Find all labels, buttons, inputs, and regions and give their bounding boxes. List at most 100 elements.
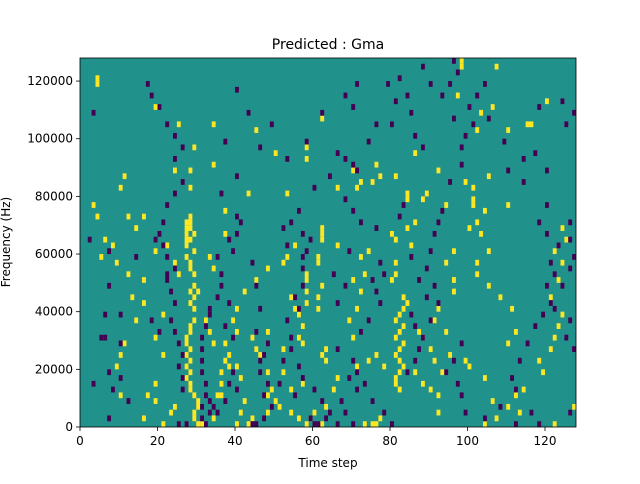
- heatmap-cell-low: [467, 104, 472, 110]
- heatmap-cell-high: [424, 190, 429, 197]
- heatmap-cell-high: [393, 236, 398, 243]
- heatmap-cell-high: [486, 282, 491, 289]
- heatmap-cell-high: [506, 403, 511, 410]
- heatmap-cell-high: [359, 288, 363, 295]
- heatmap-cell-high: [161, 311, 166, 318]
- x-tick-label: 100: [456, 434, 479, 448]
- heatmap-cell-high: [122, 340, 127, 347]
- heatmap-cell-high: [142, 213, 146, 220]
- x-tick-label: 120: [534, 434, 557, 448]
- heatmap-cell-high: [169, 409, 174, 416]
- heatmap-cell-high: [405, 225, 410, 231]
- heatmap-cell-low: [514, 386, 518, 393]
- heatmap-cell-high: [304, 277, 309, 283]
- heatmap-cell-low: [238, 219, 243, 226]
- heatmap-cell-low: [235, 173, 239, 180]
- heatmap-cell-high: [471, 196, 476, 203]
- heatmap-cell-low: [180, 386, 185, 393]
- heatmap-cell-high: [475, 219, 480, 226]
- heatmap-cell-high: [471, 202, 476, 208]
- heatmap-cell-low: [180, 179, 185, 185]
- heatmap-cell-high: [572, 403, 577, 410]
- heatmap-cell-low: [359, 328, 363, 335]
- heatmap-cell-low: [215, 294, 220, 301]
- heatmap-cell-high: [219, 380, 224, 387]
- heatmap-cell-high: [91, 202, 96, 208]
- heatmap-cell-high: [118, 392, 123, 399]
- heatmap-cell-high: [393, 173, 398, 180]
- heatmap-cell-low: [219, 190, 224, 197]
- heatmap-cell-high: [188, 328, 193, 335]
- heatmap-cell-low: [254, 421, 259, 427]
- y-tick-label: 80000: [35, 189, 73, 203]
- heatmap-cell-high: [192, 282, 197, 289]
- heatmap-cell-low: [572, 346, 577, 353]
- heatmap-cell-low: [343, 409, 348, 416]
- heatmap-cell-low: [440, 207, 445, 214]
- heatmap-cell-low: [169, 317, 174, 324]
- heatmap-cell-high: [246, 190, 251, 197]
- heatmap-cell-high: [401, 305, 406, 312]
- y-tick-label: 100000: [27, 132, 73, 146]
- heatmap-cell-low: [432, 282, 437, 289]
- heatmap-cell-high: [436, 409, 441, 416]
- heatmap-cell-high: [211, 340, 216, 347]
- heatmap-cell-high: [452, 248, 456, 255]
- heatmap-cell-low: [300, 282, 305, 289]
- heatmap-cell-low: [231, 334, 236, 341]
- heatmap-cell-low: [173, 156, 177, 162]
- heatmap-cell-high: [219, 369, 224, 376]
- heatmap-cell-low: [149, 317, 154, 324]
- heatmap-cell-high: [153, 380, 158, 387]
- heatmap-cell-high: [452, 288, 456, 295]
- heatmap-cell-low: [165, 254, 170, 260]
- heatmap-cell-high: [370, 179, 375, 185]
- heatmap-cell-low: [297, 363, 301, 370]
- heatmap-cell-high: [359, 254, 363, 260]
- heatmap-cell-high: [436, 167, 441, 174]
- heatmap-cell-high: [560, 225, 565, 231]
- heatmap-cell-high: [506, 340, 511, 347]
- heatmap-cell-low: [200, 334, 205, 341]
- heatmap-cell-high: [142, 277, 146, 283]
- heatmap-cell-low: [200, 415, 205, 422]
- heatmap-cell-low: [180, 144, 185, 151]
- heatmap-cell-high: [95, 81, 100, 87]
- heatmap-cell-low: [339, 398, 344, 404]
- heatmap-cell-low: [401, 202, 406, 208]
- heatmap-cell-low: [328, 173, 332, 180]
- heatmap-cell-low: [483, 81, 487, 87]
- heatmap-cell-high: [479, 230, 484, 237]
- heatmap-cell-high: [223, 207, 228, 214]
- heatmap-cell-high: [320, 115, 325, 122]
- heatmap-cell-high: [444, 259, 449, 266]
- heatmap-cell-high: [548, 294, 553, 301]
- heatmap-cell-high: [145, 392, 150, 399]
- heatmap-cell-low: [161, 219, 166, 226]
- heatmap-cell-low: [235, 213, 239, 220]
- heatmap-cell-low: [455, 380, 460, 387]
- heatmap-cell-high: [401, 323, 406, 329]
- heatmap-cell-low: [483, 415, 487, 422]
- heatmap-cell-low: [548, 300, 553, 306]
- heatmap-cell-high: [494, 63, 499, 70]
- heatmap-cell-low: [165, 277, 170, 283]
- heatmap-cell-low: [572, 254, 577, 260]
- heatmap-cell-high: [428, 386, 433, 393]
- heatmap-cell-low: [103, 311, 108, 318]
- heatmap-cell-high: [397, 346, 402, 353]
- heatmap-cell-high: [130, 294, 135, 301]
- heatmap-cell-low: [378, 300, 383, 306]
- heatmap-cell-low: [374, 225, 379, 231]
- heatmap-cell-high: [184, 340, 189, 347]
- heatmap-cell-high: [393, 317, 398, 324]
- heatmap-cell-low: [452, 58, 456, 64]
- y-tick-label: 40000: [35, 305, 73, 319]
- heatmap-cell-low: [285, 317, 290, 324]
- heatmap-cell-high: [184, 254, 189, 260]
- heatmap-cell-high: [393, 259, 398, 266]
- heatmap-cell-high: [552, 248, 557, 255]
- heatmap-cell-high: [204, 317, 208, 324]
- heatmap-cell-high: [188, 184, 193, 191]
- heatmap-cell-high: [300, 323, 305, 329]
